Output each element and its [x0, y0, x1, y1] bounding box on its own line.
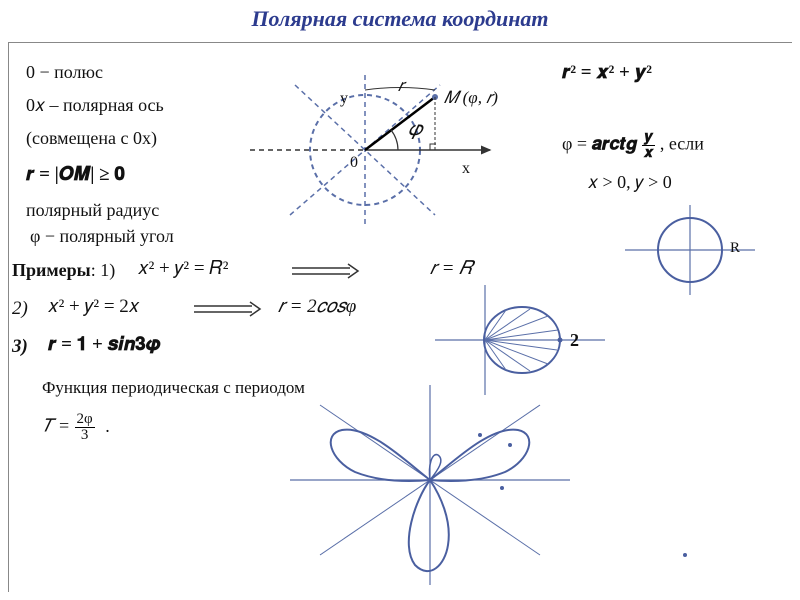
ex2-eq: 𝑥² + 𝑦² = 2𝑥	[48, 296, 139, 318]
phi-label: 𝜑	[408, 118, 422, 141]
ex1-num: : 1)	[91, 260, 116, 280]
pole-word: полюс	[54, 62, 103, 82]
ex3-eq: 𝒓 = 𝟏 + 𝒔𝒊𝒏𝟑𝝋	[48, 334, 161, 356]
pole-def: 0 − полюс	[26, 62, 103, 83]
R-label: R	[730, 240, 740, 257]
radius-label: полярный радиус	[26, 200, 159, 221]
examples-header: Примеры	[12, 260, 91, 280]
arrow-2-icon	[192, 300, 262, 318]
periodic-text: Функция периодическая с периодом	[42, 378, 305, 398]
origin-label: 0	[350, 154, 358, 172]
T-den: 3	[75, 428, 95, 443]
rose-diagram	[280, 380, 580, 590]
axis-note: (совмещена с 0x)	[26, 128, 157, 149]
ex2-result: 𝑟 = 2𝑐𝑜𝑠φ	[278, 296, 356, 318]
ex2-num: 2)	[12, 298, 28, 320]
cardioid-2-label: 2	[570, 330, 579, 351]
stray-dot-icon	[680, 550, 690, 560]
arctg-eq: φ = 𝒂𝒓𝒄𝒕𝒈 𝒚 𝒙 , если	[562, 130, 704, 161]
T-pre: 𝑇 =	[42, 416, 70, 436]
axis-sym: 0𝑥 –	[26, 95, 59, 115]
y-axis-label: y	[340, 90, 348, 108]
arctg-fn: 𝒂𝒓𝒄𝒕𝒈	[592, 134, 638, 154]
arctg-post: , если	[660, 134, 704, 154]
pole-sym: 0 −	[26, 62, 50, 82]
arrow-1-icon	[290, 262, 360, 280]
angle-label: φ − полярный угол	[30, 226, 174, 247]
pythagoras-eq: 𝒓² = 𝒙² + 𝒚²	[562, 62, 652, 84]
T-num: 2φ	[75, 412, 95, 428]
period-formula: 𝑇 = 2φ 3 .	[42, 412, 110, 443]
point-M-label: 𝑀 (φ, 𝑟)	[444, 88, 498, 108]
quadrant-cond: 𝑥 > 0, 𝑦 > 0	[588, 172, 672, 193]
polar-diagram	[250, 60, 510, 240]
ex1-eq: 𝑥² + 𝑦² = 𝑅²	[138, 258, 228, 280]
arctg-den: 𝒙	[642, 146, 656, 161]
ex1-result: 𝑟 = 𝑅	[430, 258, 473, 280]
page-title: Полярная система координат	[0, 0, 800, 38]
T-post: .	[105, 416, 110, 436]
examples-header-row: Примеры: 1)	[12, 260, 115, 281]
radius-eq: 𝒓 = |𝑶𝑴| ≥ 𝟎	[26, 164, 125, 186]
r-label: 𝑟	[398, 76, 404, 96]
x-axis-label: x	[462, 160, 470, 178]
axis-def: 0𝑥 – полярная ось	[26, 95, 164, 116]
axis-word: полярная ось	[63, 95, 164, 115]
ex3-num: 3)	[12, 336, 28, 358]
arctg-num: 𝒚	[642, 130, 656, 146]
arctg-pre: φ =	[562, 134, 587, 154]
